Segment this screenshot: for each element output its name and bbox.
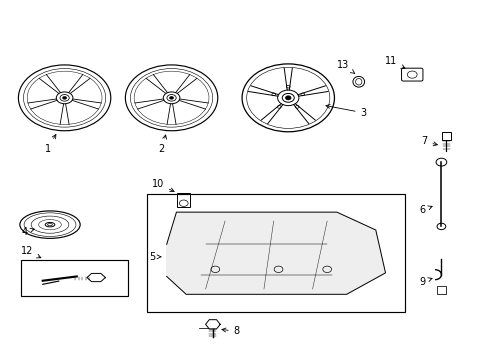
Text: 8: 8	[222, 327, 239, 337]
Text: 9: 9	[418, 277, 431, 287]
Circle shape	[285, 96, 290, 100]
Bar	[21, 260, 127, 296]
Text: 2: 2	[159, 135, 166, 154]
Bar	[436, 287, 446, 294]
Bar	[147, 194, 404, 312]
Text: 10: 10	[151, 179, 174, 192]
Text: 6: 6	[418, 205, 431, 215]
Text: 1: 1	[44, 135, 56, 154]
Text: 11: 11	[385, 57, 404, 68]
Ellipse shape	[62, 96, 66, 99]
Polygon shape	[166, 212, 385, 294]
Ellipse shape	[169, 96, 173, 99]
Bar	[177, 193, 190, 207]
Text: 12: 12	[21, 247, 41, 258]
Text: 5: 5	[149, 252, 161, 262]
Text: 3: 3	[325, 104, 366, 118]
Bar	[441, 132, 450, 140]
Text: 7: 7	[421, 136, 436, 147]
Text: 13: 13	[336, 60, 354, 73]
Text: 4: 4	[21, 227, 34, 237]
